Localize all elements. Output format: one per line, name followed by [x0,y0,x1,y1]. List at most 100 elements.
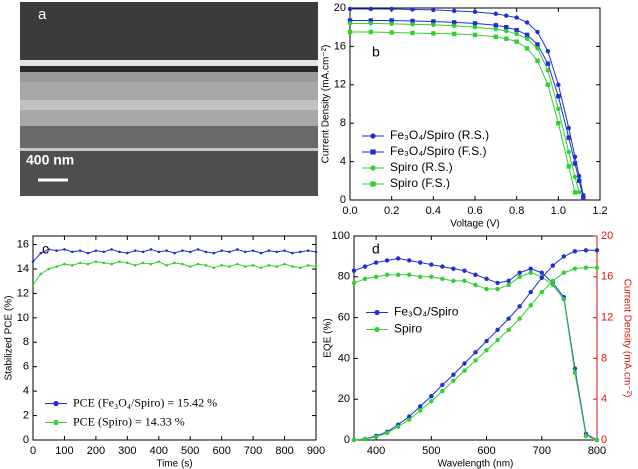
data-point [220,249,223,252]
legend-label: Fe₃O₄/Spiro [394,305,459,319]
y-tick-label: 20 [334,2,346,14]
data-point [236,262,239,266]
sem-layer [20,60,318,66]
data-point [535,58,540,63]
data-point [431,7,436,13]
data-point [473,358,478,363]
legend-marker [370,165,376,171]
data-point [347,29,353,35]
data-point [524,20,530,25]
x-tick-label: 0.0 [342,205,357,217]
x-axis-label: Voltage (V) [450,219,499,230]
y-tick-label: 0 [344,434,350,446]
data-point [495,327,500,333]
data-point [462,278,467,284]
data-point [524,36,530,41]
data-point [462,361,467,366]
data-point [514,27,519,33]
data-point [395,424,401,429]
data-point [566,125,571,131]
panel-label: c [42,241,49,257]
x-tick-label: 200 [87,445,105,457]
x-tick-label: 1.0 [551,205,566,217]
y-tick-label: 100 [332,230,350,242]
data-point [472,9,478,15]
data-point [362,436,368,442]
data-point [298,266,302,270]
data-point [440,276,445,282]
data-point [517,274,522,279]
data-point [561,270,567,275]
data-point [506,327,511,333]
data-point [581,195,586,201]
data-point [204,250,208,254]
data-point [506,316,511,321]
data-point [384,430,390,436]
data-point [373,434,379,440]
data-point [212,251,216,255]
data-point [473,272,478,277]
y-tick-label: 4 [340,156,346,168]
data-point [429,274,434,279]
data-point [524,32,530,38]
data-point [275,265,278,268]
data-point [440,264,445,269]
sem-layer [20,72,318,82]
y2-tick-label: 8 [601,352,607,364]
y-tick-label: 40 [338,352,350,364]
data-point [451,266,456,271]
data-point [55,265,58,268]
data-point [583,433,589,439]
data-point [545,68,551,73]
data-point [133,249,137,252]
y-tick-label: 12 [334,79,346,91]
x-tick-label: 0.8 [509,205,524,217]
series-line [32,248,317,262]
data-point [196,248,200,251]
data-point [572,370,578,375]
y-tick-label: 60 [338,312,350,324]
legend-label: Spiro (R.S.) [390,160,453,174]
series-line [353,249,597,441]
y-axis-label: Stabilized PCE (%) [4,295,15,380]
data-point [63,248,66,251]
data-point [173,261,176,265]
x-tick-label: 0 [30,445,36,457]
data-point [47,267,51,271]
plot-frame [32,235,317,441]
y-tick-label: 8 [340,117,346,129]
data-point [572,249,578,254]
y-tick-label: 16 [17,238,29,250]
data-point [389,30,394,35]
y-tick-label: 14 [17,263,29,275]
data-point [86,251,90,255]
series-line [350,22,580,193]
data-point [126,261,129,265]
data-point [410,7,415,12]
data-point [583,265,589,270]
data-point [462,368,467,373]
sem-layer [20,151,318,196]
x-tick-label: 400 [367,445,385,457]
x-axis-label: Wavelength (nm) [438,459,514,469]
data-point [473,350,478,355]
data-point [373,274,379,279]
x-tick-label: 500 [181,445,199,457]
y-tick-label: 12 [17,287,29,299]
data-point [267,249,271,252]
y-tick-label: 10 [17,312,29,324]
data-point [389,21,394,27]
data-point [561,254,567,259]
legend-label: Spiro (F.S.) [390,176,450,190]
data-point [539,275,544,281]
data-point [314,265,318,268]
x-tick-label: 0.4 [426,205,441,217]
data-point [55,249,58,252]
data-point [451,23,457,28]
data-point [165,264,168,267]
sem-layer [20,126,318,148]
data-point [484,348,489,353]
data-point [550,263,556,268]
data-point [556,94,561,99]
data-point [407,414,412,419]
